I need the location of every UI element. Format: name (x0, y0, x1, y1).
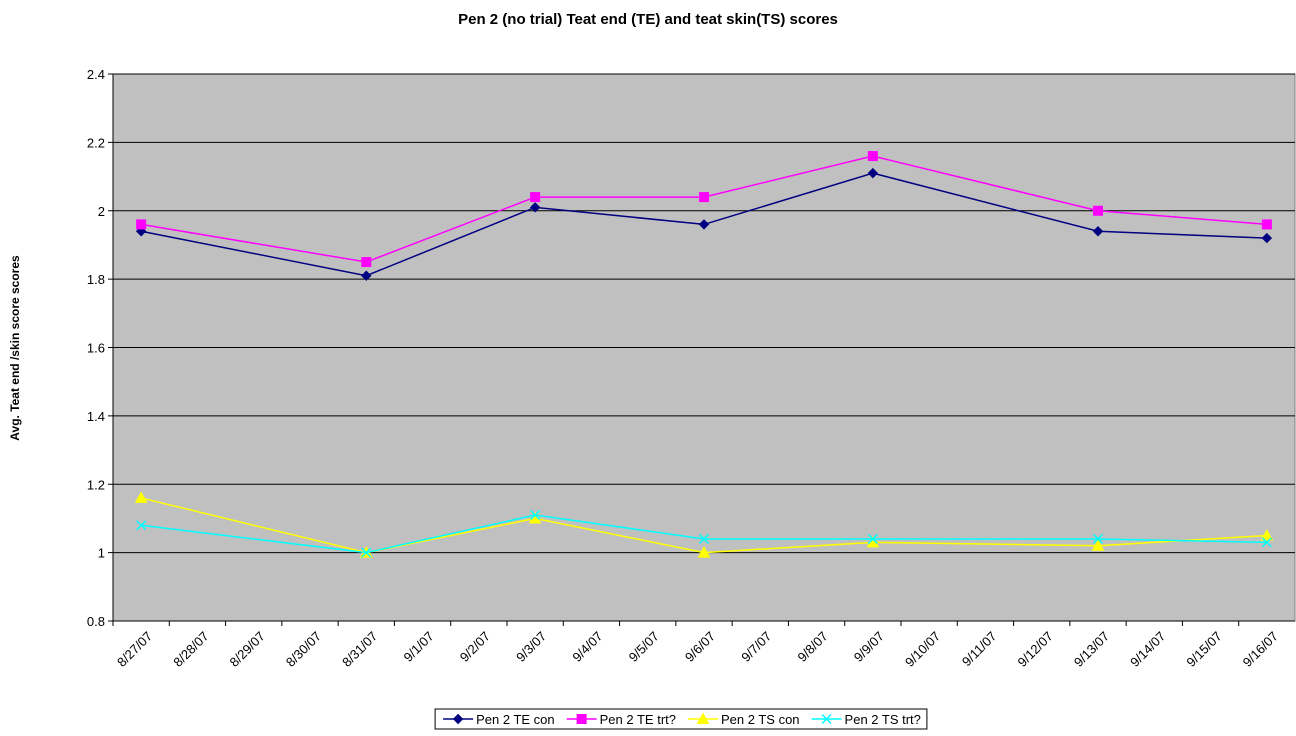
x-tick-label: 8/27/07 (114, 629, 155, 670)
data-point (361, 257, 372, 268)
legend-marker (821, 713, 832, 725)
x-tick-label: 9/12/07 (1015, 629, 1056, 670)
legend-label: Pen 2 TS trt? (845, 712, 921, 727)
x-tick-label: 8/31/07 (339, 629, 380, 670)
data-point (867, 167, 879, 179)
data-point (361, 547, 372, 558)
x-tick-label: 9/1/07 (401, 629, 437, 665)
legend-marker (576, 714, 587, 724)
data-point (135, 226, 147, 237)
x-tick-label: 9/2/07 (457, 629, 493, 665)
legend-label: Pen 2 TE con (476, 712, 555, 727)
data-point (529, 202, 541, 213)
legend-box (434, 708, 928, 730)
data-point (136, 520, 147, 531)
y-tick-label: 0.8 (87, 614, 105, 629)
x-tick-label: 9/15/07 (1183, 629, 1224, 670)
legend-label: Pen 2 TS con (721, 712, 800, 727)
x-tick-label: 9/3/07 (513, 629, 549, 665)
y-tick-label: 2.4 (87, 67, 105, 82)
x-tick-label: 9/10/07 (902, 629, 943, 670)
data-point (698, 219, 710, 230)
x-tick-label: 9/13/07 (1071, 629, 1112, 670)
data-point (1093, 205, 1103, 216)
chart-title: Pen 2 (no trial) Teat end (TE) and teat … (458, 11, 838, 28)
x-tick-label: 9/6/07 (682, 629, 718, 665)
data-point (1260, 528, 1274, 541)
x-tick-label: 9/5/07 (626, 629, 662, 665)
x-tick-label: 9/7/07 (738, 629, 774, 665)
x-tick-label: 9/4/07 (569, 629, 605, 665)
legend-marker (452, 713, 464, 725)
y-tick-label: 1.6 (87, 341, 105, 356)
legend-marker (696, 712, 710, 724)
y-tick-label: 2.2 (87, 135, 105, 150)
data-point (867, 533, 878, 544)
data-point (697, 546, 711, 558)
x-tick-label: 8/28/07 (170, 629, 211, 670)
data-point (698, 533, 710, 544)
x-tick-label: 8/30/07 (283, 629, 324, 670)
legend-label: Pen 2 TE trt? (600, 712, 676, 727)
data-point (134, 491, 148, 503)
data-point (1092, 533, 1104, 544)
x-tick-label: 9/8/07 (795, 629, 831, 665)
data-point (1261, 219, 1272, 230)
data-point (530, 509, 541, 521)
x-tick-label: 9/9/07 (851, 629, 887, 665)
data-point (1091, 539, 1105, 551)
y-tick-label: 1.8 (87, 272, 105, 287)
y-tick-label: 2 (98, 204, 105, 219)
y-tick-label: 1.4 (87, 409, 105, 424)
x-tick-label: 9/14/07 (1127, 629, 1168, 670)
data-point (1261, 537, 1272, 548)
data-point (699, 192, 709, 203)
data-point (530, 192, 541, 203)
y-tick-label: 1.2 (87, 477, 105, 492)
x-tick-label: 9/16/07 (1240, 629, 1281, 670)
data-point (867, 151, 878, 162)
data-point (361, 270, 372, 281)
data-point (1261, 232, 1273, 244)
x-tick-label: 9/11/07 (959, 629, 1000, 670)
legend: Pen 2 TE con Pen 2 TE trt? Pen 2 TS con Pen… (434, 708, 928, 730)
y-tick-label: 1 (98, 546, 105, 561)
x-tick-label: 8/29/07 (227, 629, 268, 670)
data-point (136, 219, 147, 230)
y-axis-label: Avg. Teat end /skin score scores (8, 255, 22, 441)
data-point (1092, 226, 1104, 237)
